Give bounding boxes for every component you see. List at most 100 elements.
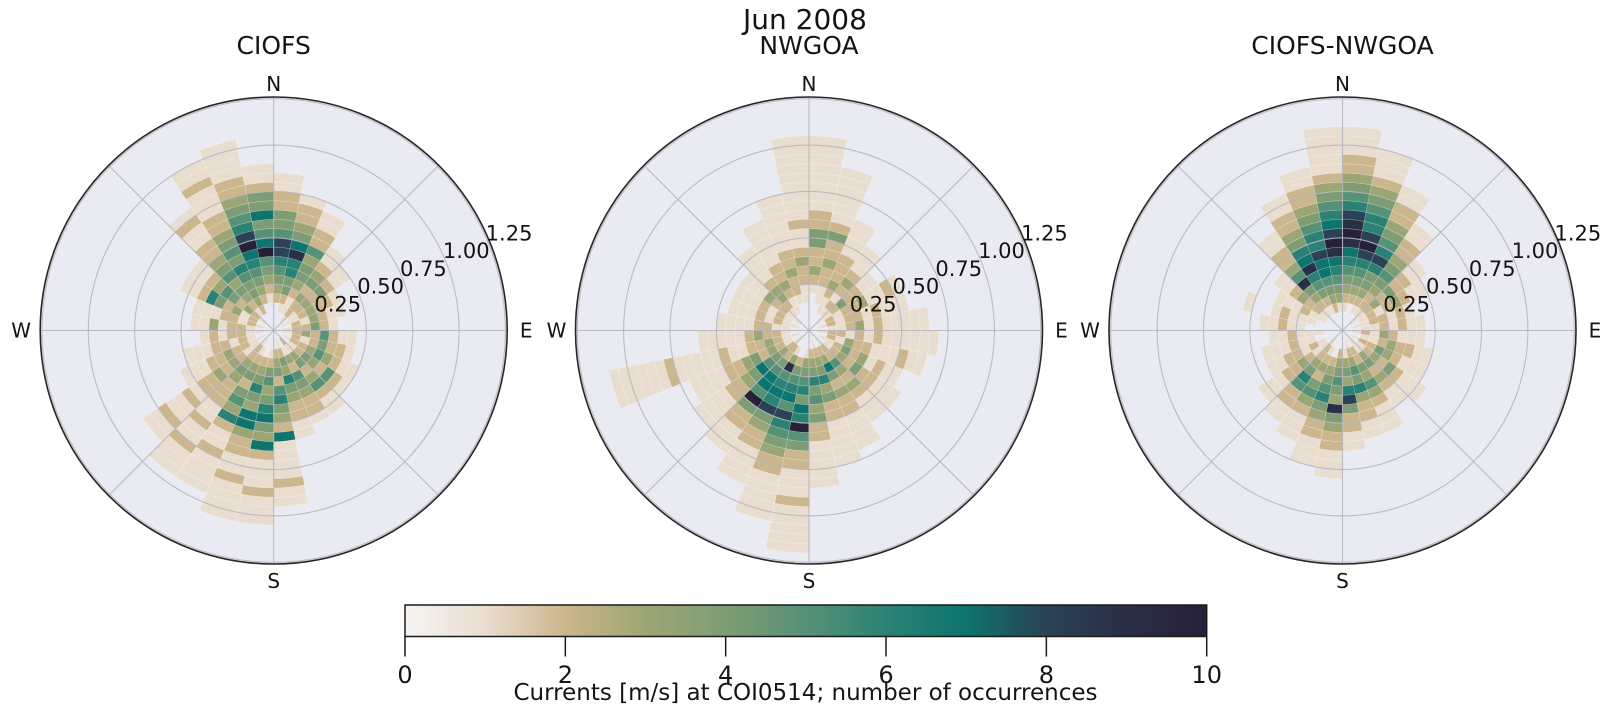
rose-cell: [1329, 265, 1343, 277]
rose-cell: [260, 384, 274, 396]
rose-cell: [280, 333, 292, 342]
colorbar-tick-label: 2: [558, 661, 573, 689]
rose-cell: [217, 330, 229, 342]
rose-cell: [319, 210, 347, 231]
compass-label: S: [1336, 569, 1349, 593]
rose-cell: [1277, 317, 1289, 331]
rose-cell: [309, 321, 321, 331]
compass-label: W: [1080, 319, 1100, 343]
rose-cell: [257, 304, 268, 316]
rose-cell: [1387, 319, 1399, 331]
rose-cell: [872, 315, 884, 331]
plot-title: CIOFS: [237, 31, 311, 60]
plot-title: CIOFS-NWGOA: [1251, 31, 1433, 60]
rose-cell: [790, 323, 801, 330]
rose-cell: [275, 338, 282, 350]
radial-tick-label: 1.25: [1021, 221, 1068, 245]
rose-cell: [808, 375, 821, 387]
rose-cell: [725, 313, 737, 331]
rose-cell: [273, 366, 284, 378]
rose-cell: [258, 393, 274, 405]
rose-cell: [1325, 246, 1343, 259]
grid-spoke: [1342, 165, 1508, 331]
rose-cell: [725, 330, 737, 348]
compass-label: N: [802, 72, 817, 96]
rose-cell: [257, 402, 274, 415]
rose-cell: [1405, 330, 1417, 346]
colorbar-label: Currents [m/s] at COI0514; number of occ…: [513, 680, 1097, 706]
rose-cell: [797, 274, 810, 286]
rose-cell: [795, 265, 810, 277]
rose-cell: [273, 172, 305, 186]
rose-cell: [644, 360, 664, 395]
polar-grid: [40, 97, 508, 564]
rose-cell: [1342, 126, 1383, 140]
radial-tick-label: 0.50: [1426, 275, 1473, 299]
rose-cell: [851, 218, 877, 239]
rose-cell: [1295, 330, 1307, 340]
rose-cell: [794, 393, 810, 405]
rose-cell: [1327, 256, 1343, 268]
rose-cell: [1342, 393, 1358, 405]
rose-cell: [762, 330, 773, 340]
radial-tick-label: 1.00: [1512, 239, 1559, 263]
rose-cell: [1405, 315, 1417, 331]
compass-label: W: [11, 319, 31, 343]
rose-cell: [1349, 333, 1361, 342]
grid-spoke: [1177, 330, 1343, 496]
colorbar-ticks: 0 2 4 6 8 10: [397, 636, 1222, 689]
rose-cell: [1331, 274, 1343, 286]
rose-cell: [808, 246, 826, 259]
grid-spoke: [643, 165, 810, 331]
rose-cell: [817, 323, 828, 330]
rose-cell: [208, 317, 220, 331]
polar-plot-nwgoa: NWGOA N E S W 0.250.500.751.001.25: [547, 31, 1068, 593]
rose-cell: [1277, 330, 1289, 344]
rose-cell: [792, 402, 810, 415]
rose-cell: [273, 265, 287, 277]
colorbar: [404, 604, 1208, 638]
rose-cell: [765, 539, 810, 554]
rose-cell: [1316, 337, 1328, 347]
radial-tick-label: 0.75: [400, 257, 447, 281]
rose-cell: [165, 397, 189, 423]
rose-cell: [715, 461, 750, 486]
rose-cell: [1414, 330, 1427, 348]
rose-cell: [273, 384, 287, 396]
rose-cell: [794, 256, 810, 268]
radial-tick-label: 0.50: [893, 275, 940, 299]
rose-cell: [1342, 402, 1360, 415]
rose-cell: [753, 330, 764, 342]
rose-cell: [1286, 330, 1298, 342]
colorbar-tick-label: 10: [1191, 661, 1222, 689]
radial-tick-label: 1.25: [486, 221, 533, 245]
radial-tick-label: 0.25: [850, 292, 897, 316]
rose-cell: [911, 351, 928, 378]
rose-cell: [262, 274, 274, 286]
rose-cell: [872, 330, 884, 346]
rose-cell: [1268, 330, 1280, 346]
rose-cell: [1342, 366, 1352, 378]
colorbar-tick-label: 4: [718, 661, 733, 689]
rose-cell: [255, 323, 266, 330]
grid-spoke: [1342, 330, 1508, 496]
compass-label: E: [520, 319, 533, 343]
grid-spoke: [108, 165, 275, 331]
rose-cell: [863, 330, 875, 344]
compass-label: E: [1055, 319, 1068, 343]
rose-cell: [273, 393, 289, 405]
grid-spoke: [808, 330, 975, 496]
rose-cell: [839, 166, 874, 186]
colorbar-tick-label: 8: [1039, 661, 1054, 689]
rose-cell: [258, 256, 274, 268]
rose-cell: [257, 246, 274, 259]
rose-cell: [208, 330, 220, 344]
rose-cell: [743, 317, 755, 331]
rose-cell: [273, 402, 291, 415]
polar-grid: [1109, 97, 1576, 564]
rose-cell: [336, 330, 349, 346]
rose-cell: [1258, 313, 1271, 331]
axes-spine: [574, 96, 1044, 565]
